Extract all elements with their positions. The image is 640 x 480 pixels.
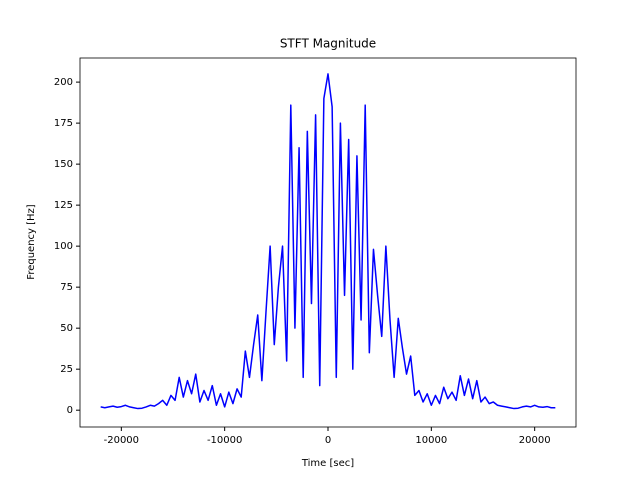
x-tick-label: 10000 [415,435,447,446]
y-axis-label: Frequency [Hz] [26,204,37,280]
x-tick-label: 20000 [519,435,551,446]
y-tick-label: 50 [60,323,73,334]
y-tick-label: 0 [67,405,73,416]
y-tick-label: 25 [60,364,73,375]
line [100,73,556,410]
y-tick-label: 75 [60,282,73,293]
x-tick-label: -10000 [207,435,242,446]
y-tick-label: 125 [54,200,73,211]
x-tick-label: 0 [325,435,331,446]
y-tick-label: 150 [54,159,73,170]
chart-title: STFT Magnitude [280,37,376,51]
x-axis-label: Time [sec] [301,458,354,469]
y-tick-label: 175 [54,118,73,129]
plot-frame [79,57,577,428]
y-tick-label: 100 [54,241,73,252]
x-tick-label: -20000 [104,435,139,446]
y-tick-label: 200 [54,77,73,88]
